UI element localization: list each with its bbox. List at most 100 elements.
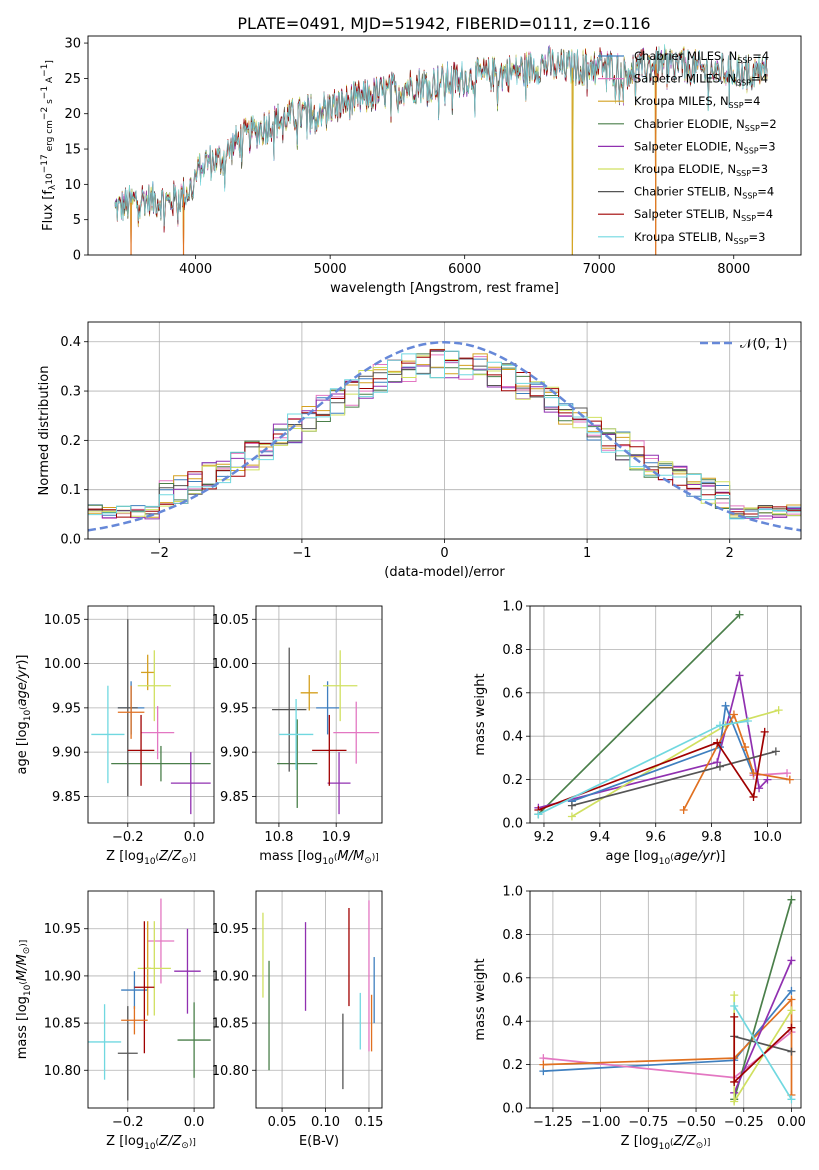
mass_weight_vs_age-marker-salpeter_elodie-1 xyxy=(713,758,722,767)
mass_vs_Z-frame xyxy=(87,890,215,1109)
mass_vs_Z-ylabel: mass [log10(M/M⊙)] xyxy=(15,940,33,1060)
mass_vs_ebv-xtick-label-2: 0.15 xyxy=(354,1115,383,1130)
mass_weight_vs_age-marker-salpeter_miles-1 xyxy=(783,769,792,778)
residuals-frame xyxy=(87,321,802,540)
mass_weight_vs_age-ytick-label-4: 0.8 xyxy=(502,643,523,658)
mass_vs_Z-panel: −0.2 0.0 10.80 10.85 10.90 10.95 Z [log10(Z/Z⊙… xyxy=(15,890,215,1152)
residuals-xtick-label-4: 2 xyxy=(726,546,734,561)
mass_weight_vs_Z-marker-chabrier_miles-2 xyxy=(787,986,796,995)
age_vs_Z-xtick-label-0: −0.2 xyxy=(112,830,144,845)
mass_weight_vs_age-xtick-label-1: 9.4 xyxy=(590,830,611,845)
age_vs_Z-ytick-label-4: 10.05 xyxy=(44,613,81,628)
mass_weight_vs_Z-marker-orange-2 xyxy=(787,995,796,1004)
mass_weight_vs_age-marker-salpeter_elodie-3 xyxy=(755,784,764,793)
mass_weight_vs_age-marker-kroupa_stelib-0 xyxy=(534,810,543,819)
residuals-ytick-label-1: 0.1 xyxy=(60,483,81,498)
spectrum-legend-label-6: Chabrier STELIB, NSSP=4 xyxy=(634,185,774,201)
residuals-xtick-label-0: −2 xyxy=(150,546,169,561)
mass_weight_vs_age-marker-salpeter_stelib-1 xyxy=(713,738,722,747)
spectrum-xtick-label-3: 7000 xyxy=(583,262,616,277)
mass_vs_Z-xtick-label-1: 0.0 xyxy=(184,1115,205,1130)
residuals-ylabel: Normed distribution xyxy=(37,366,52,496)
mass_weight_vs_Z-ytick-label-5: 1.0 xyxy=(502,885,523,900)
mass_weight_vs_age-marker-chabrier_miles-2 xyxy=(721,701,730,710)
mass_weight_vs_Z-ytick-label-2: 0.4 xyxy=(502,1015,523,1030)
mass_vs_ebv-xlabel: E(B-V) xyxy=(299,1134,339,1149)
mass_weight_vs_Z-ytick-label-0: 0.0 xyxy=(502,1102,523,1117)
spectrum-ytick-label-2: 10 xyxy=(64,178,81,193)
spectrum-legend-label-2: Kroupa MILES, NSSP=4 xyxy=(634,94,760,110)
age_vs_mass-xtick-label-0: 10.8 xyxy=(264,830,293,845)
mass_weight_vs_age-xtick-label-0: 9.2 xyxy=(534,830,555,845)
mass_weight_vs_Z-marker-salpeter_stelib-2 xyxy=(787,1023,796,1032)
age_vs_Z-xlabel: Z [log10(Z/Z⊙)] xyxy=(106,849,196,867)
spectrum-xlabel: wavelength [Angstrom, rest frame] xyxy=(330,281,559,296)
spectrum-xtick-label-1: 5000 xyxy=(314,262,347,277)
mass_weight_vs_age-marker-kroupa_stelib-1 xyxy=(715,721,724,730)
mass_vs_ebv-xtick-label-1: 0.10 xyxy=(311,1115,340,1130)
mass_vs_Z-xtick-label-0: −0.2 xyxy=(112,1115,144,1130)
mass_weight_vs_Z-xtick-label-0: −1.25 xyxy=(533,1115,573,1130)
mass_weight_vs_age-marker-salpeter_stelib-2 xyxy=(749,792,758,801)
mass_weight_vs_age-marker-chabrier_stelib-1 xyxy=(715,762,724,771)
mass_vs_ebv-ytick-label-2: 10.90 xyxy=(212,969,249,984)
mass_weight_vs_Z-marker-salpeter_elodie-1 xyxy=(787,956,796,965)
age_vs_mass-ytick-label-2: 9.95 xyxy=(220,701,249,716)
mass_vs_ebv-xtick-label-0: 0.05 xyxy=(268,1115,297,1130)
age_vs_mass-ytick-label-1: 9.90 xyxy=(220,746,249,761)
spectrum-ytick-label-1: 5 xyxy=(73,213,81,228)
mass_weight_vs_Z-panel: −1.25 −1.00 −0.75 −0.50 −0.25 0.00 0.0 0.2 0.4 0.… xyxy=(473,885,806,1153)
mass_weight_vs_Z-xtick-label-1: −1.00 xyxy=(581,1115,621,1130)
mass_weight_vs_Z-xtick-label-4: −0.25 xyxy=(724,1115,764,1130)
mass_weight_vs_Z-ytick-label-3: 0.6 xyxy=(502,971,523,986)
mass_weight_vs_age-marker-kroupa_elodie-2 xyxy=(774,706,783,715)
mass_weight_vs_Z-marker-kroupa_elodie-1 xyxy=(730,1097,739,1106)
mass_weight_vs_Z-xtick-label-2: −0.75 xyxy=(628,1115,668,1130)
spectrum-ytick-label-4: 20 xyxy=(64,107,81,122)
mass_weight_vs_age-line-chabrier_elodie xyxy=(537,614,741,815)
mass_weight_vs_age-panel: 9.2 9.4 9.6 9.8 10.0 0.0 0.2 0.4 0.6 0.8 1.0 age [l… xyxy=(473,600,802,867)
age_vs_mass-frame xyxy=(255,605,383,824)
spectrum-legend-label-1: Salpeter MILES, NSSP=4 xyxy=(634,72,768,88)
age_vs_Z-ytick-label-1: 9.90 xyxy=(52,746,81,761)
mass_weight_vs_age-marker-orange-3 xyxy=(749,769,758,778)
spectrum-xtick-label-2: 6000 xyxy=(448,262,481,277)
residuals-ytick-label-4: 0.4 xyxy=(60,335,81,350)
mass_weight_vs_Z-marker-salpeter_stelib-1 xyxy=(730,1077,739,1086)
normal-curve xyxy=(87,340,802,532)
mass_vs_Z-xlabel: Z [log10(Z/Z⊙)] xyxy=(106,1134,196,1152)
mass_vs_ebv-ytick-label-1: 10.85 xyxy=(212,1017,249,1032)
mass_vs_Z-ytick-label-0: 10.80 xyxy=(44,1064,81,1079)
residuals-xtick-label-2: 0 xyxy=(440,546,448,561)
mass_weight_vs_age-marker-chabrier_elodie-1 xyxy=(735,610,744,619)
mass_weight_vs_age-ytick-label-1: 0.2 xyxy=(502,773,523,788)
age_vs_Z-ylabel: age [log10(age/yr)] xyxy=(15,654,33,774)
mass_vs_Z-ytick-label-2: 10.90 xyxy=(44,969,81,984)
spectrum-ylabel: Flux [fλ10−17 erg cm−2 s−1 A−1] xyxy=(40,60,58,231)
age_vs_mass-panel: 10.8 10.9 9.85 9.90 9.95 10.00 10.05 mass [log1… xyxy=(212,605,383,867)
spectrum-ytick-label-5: 25 xyxy=(64,72,81,87)
mass_weight_vs_age-xlabel: age [log10(age/yr)] xyxy=(605,849,725,867)
mass_weight_vs_Z-marker-chabrier_stelib-1 xyxy=(787,1047,796,1056)
mass_vs_ebv-ytick-label-0: 10.80 xyxy=(212,1064,249,1079)
spectrum-legend-label-3: Chabrier ELODIE, NSSP=2 xyxy=(634,117,777,133)
mass_weight_vs_age-marker-salpeter_stelib-3 xyxy=(760,727,769,736)
figure-title: PLATE=0491, MJD=51942, FIBERID=0111, z=0… xyxy=(237,14,650,33)
mass_weight_vs_Z-marker-kroupa_stelib-1 xyxy=(787,1095,796,1104)
mass_weight_vs_Z-frame xyxy=(529,890,802,1109)
spectrum-series-kroupa_stelib xyxy=(114,44,768,227)
residuals-xlabel: (data-model)/error xyxy=(384,565,505,580)
mass_weight_vs_Z-marker-salpeter_stelib-0 xyxy=(730,1012,739,1021)
mass_vs_ebv-ytick-label-3: 10.95 xyxy=(212,922,249,937)
spectrum-xtick-label-0: 4000 xyxy=(179,262,212,277)
mass_weight_vs_Z-line-kroupa_stelib xyxy=(733,1005,793,1100)
mass_weight_vs_age-ytick-label-5: 1.0 xyxy=(502,600,523,615)
mass_weight_vs_age-marker-chabrier_stelib-0 xyxy=(567,801,576,810)
mass_weight_vs_age-xtick-label-3: 9.8 xyxy=(701,830,722,845)
age_vs_Z-xtick-label-1: 0.0 xyxy=(184,830,205,845)
mass_weight_vs_Z-ytick-label-1: 0.2 xyxy=(502,1058,523,1073)
mass_weight_vs_age-ylabel: mass weight xyxy=(473,673,488,755)
mass_weight_vs_age-ytick-label-0: 0.0 xyxy=(502,817,523,832)
mass_vs_ebv-panel: 0.05 0.10 0.15 10.80 10.85 10.90 10.95 E(B-V) xyxy=(212,890,383,1149)
spectrum-xtick-label-4: 8000 xyxy=(717,262,750,277)
